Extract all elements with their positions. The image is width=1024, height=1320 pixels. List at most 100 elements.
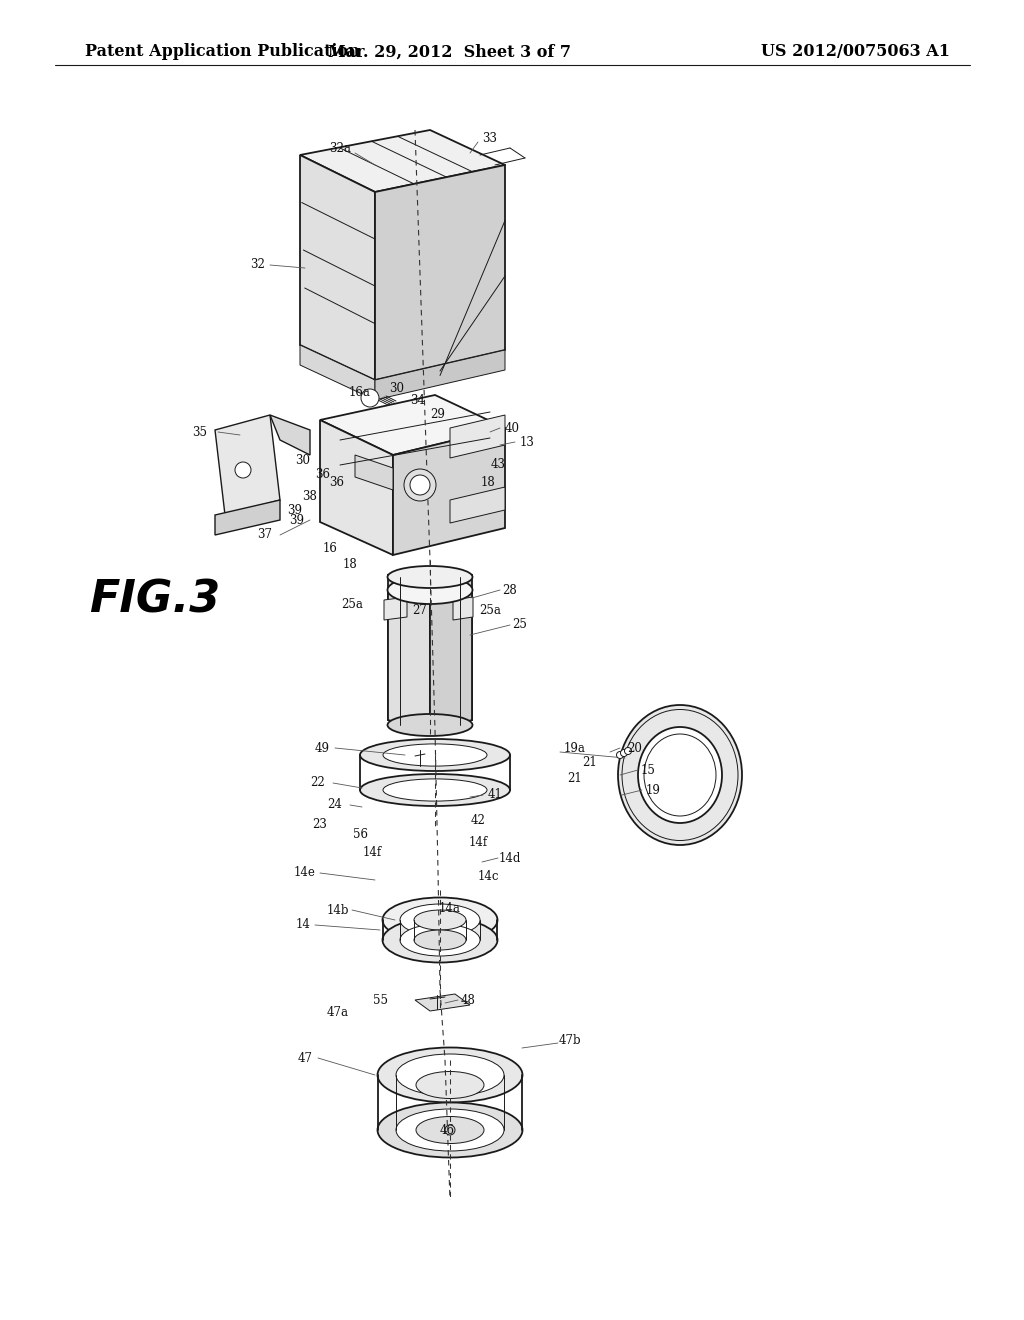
Text: 19a: 19a	[564, 742, 586, 755]
Polygon shape	[388, 576, 430, 733]
Text: 42: 42	[471, 813, 485, 826]
Text: 38: 38	[302, 491, 317, 503]
Ellipse shape	[400, 904, 480, 936]
Ellipse shape	[378, 1048, 522, 1102]
Polygon shape	[393, 428, 505, 554]
Text: 15: 15	[641, 763, 655, 776]
Text: 14d: 14d	[499, 851, 521, 865]
Ellipse shape	[383, 779, 487, 801]
Ellipse shape	[383, 744, 487, 766]
Polygon shape	[300, 129, 505, 191]
Ellipse shape	[638, 727, 722, 822]
Polygon shape	[300, 345, 375, 400]
Text: 30: 30	[296, 454, 310, 466]
Ellipse shape	[414, 931, 466, 950]
Ellipse shape	[387, 566, 472, 587]
Circle shape	[445, 1125, 455, 1135]
Text: 21: 21	[567, 771, 583, 784]
Text: 48: 48	[461, 994, 475, 1006]
Text: 40: 40	[505, 421, 519, 434]
Polygon shape	[319, 420, 393, 554]
Text: 21: 21	[583, 755, 597, 768]
Text: 32: 32	[251, 259, 265, 272]
Text: 32a: 32a	[329, 141, 351, 154]
Text: 14a: 14a	[439, 902, 461, 915]
Polygon shape	[319, 395, 505, 455]
Ellipse shape	[416, 1117, 484, 1143]
Ellipse shape	[360, 739, 510, 771]
Text: 49: 49	[314, 742, 330, 755]
Text: 46: 46	[439, 1123, 455, 1137]
Polygon shape	[453, 597, 473, 620]
Text: 22: 22	[310, 776, 326, 789]
Text: 14e: 14e	[294, 866, 316, 879]
Ellipse shape	[383, 898, 498, 942]
Text: 14f: 14f	[362, 846, 382, 858]
Text: 41: 41	[487, 788, 503, 801]
Text: Patent Application Publication: Patent Application Publication	[85, 44, 359, 61]
Text: 37: 37	[257, 528, 272, 541]
Text: 29: 29	[430, 408, 445, 421]
Text: 47b: 47b	[559, 1034, 582, 1047]
Polygon shape	[384, 597, 407, 620]
Text: 18: 18	[343, 558, 357, 572]
Text: 14b: 14b	[327, 903, 349, 916]
Ellipse shape	[387, 714, 472, 737]
Circle shape	[361, 389, 379, 407]
Text: 43: 43	[490, 458, 506, 471]
Text: 25a: 25a	[341, 598, 362, 611]
Text: 14c: 14c	[477, 870, 499, 883]
Text: 19: 19	[645, 784, 660, 796]
Polygon shape	[375, 165, 505, 380]
Text: 28: 28	[503, 583, 517, 597]
Ellipse shape	[360, 774, 510, 807]
Polygon shape	[300, 154, 375, 380]
Polygon shape	[215, 414, 280, 515]
Circle shape	[621, 750, 628, 756]
Text: 55: 55	[373, 994, 387, 1006]
Polygon shape	[450, 414, 505, 458]
Circle shape	[404, 469, 436, 502]
Ellipse shape	[387, 576, 472, 605]
Text: 34: 34	[411, 393, 426, 407]
Polygon shape	[270, 414, 310, 455]
Text: 16a: 16a	[349, 385, 371, 399]
Text: 16: 16	[323, 541, 338, 554]
Text: 20: 20	[628, 742, 642, 755]
Circle shape	[625, 747, 632, 755]
Text: 25: 25	[513, 619, 527, 631]
Ellipse shape	[396, 1053, 504, 1096]
Polygon shape	[450, 487, 505, 523]
Circle shape	[410, 475, 430, 495]
Text: 33: 33	[482, 132, 498, 144]
Text: 14f: 14f	[468, 837, 487, 850]
Text: FIG.3: FIG.3	[89, 578, 220, 622]
Text: 56: 56	[352, 829, 368, 842]
Circle shape	[616, 751, 624, 759]
Text: 47: 47	[298, 1052, 312, 1064]
Ellipse shape	[400, 924, 480, 956]
Ellipse shape	[396, 1109, 504, 1151]
Polygon shape	[400, 743, 460, 764]
Text: 23: 23	[312, 818, 328, 832]
Text: 18: 18	[480, 475, 496, 488]
Ellipse shape	[383, 917, 498, 962]
Text: 47a: 47a	[327, 1006, 349, 1019]
Ellipse shape	[618, 705, 742, 845]
Text: 27: 27	[413, 603, 427, 616]
Polygon shape	[355, 455, 393, 490]
Text: 39: 39	[290, 513, 304, 527]
Polygon shape	[415, 994, 470, 1011]
Ellipse shape	[378, 1102, 522, 1158]
Polygon shape	[375, 350, 505, 400]
Polygon shape	[215, 500, 280, 535]
Ellipse shape	[414, 909, 466, 931]
Text: 36: 36	[315, 467, 331, 480]
Text: 13: 13	[519, 436, 535, 449]
Text: 35: 35	[193, 425, 208, 438]
Circle shape	[234, 462, 251, 478]
Text: 39: 39	[288, 504, 302, 517]
Text: 36: 36	[330, 477, 344, 490]
Text: 24: 24	[328, 799, 342, 812]
Text: 30: 30	[389, 381, 404, 395]
